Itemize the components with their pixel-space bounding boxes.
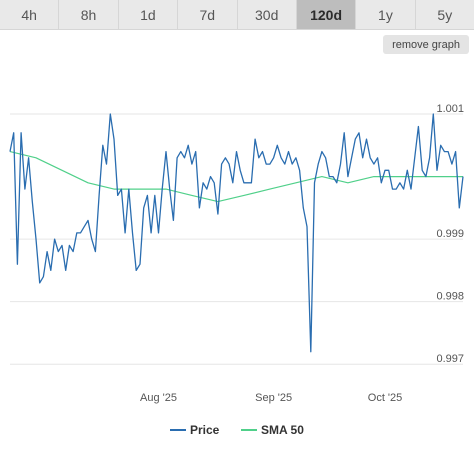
- x-axis: Aug '25 Sep '25 Oct '25: [140, 392, 402, 404]
- tab-1d[interactable]: 1d: [119, 0, 179, 29]
- sma-series-line: [9, 151, 463, 203]
- tab-30d[interactable]: 30d: [238, 0, 297, 29]
- tab-120d[interactable]: 120d: [296, 0, 357, 29]
- tab-7d[interactable]: 7d: [178, 0, 238, 29]
- grid-lines: [10, 113, 463, 365]
- x-tick-label: Aug '25: [140, 392, 177, 404]
- remove-graph-button[interactable]: remove graph: [383, 35, 469, 54]
- y-axis: 0.997 0.998 0.999 1.001: [436, 103, 464, 365]
- y-tick-label: 0.998: [436, 291, 464, 303]
- tab-5y[interactable]: 5y: [437, 6, 453, 23]
- tab-4h[interactable]: 4h: [0, 0, 60, 29]
- x-tick-label: Oct '25: [368, 392, 403, 404]
- timeframe-tabs: 4h 8h 1d 7d 30d 120d 1y 5y: [0, 0, 474, 30]
- y-tick-label: 0.999: [436, 228, 464, 240]
- y-tick-label: 1.001: [436, 103, 464, 115]
- legend-price-label: Price: [190, 423, 220, 437]
- legend[interactable]: Price SMA 50: [170, 423, 304, 437]
- tab-8h[interactable]: 8h: [59, 0, 119, 29]
- y-tick-label: 0.997: [436, 353, 464, 365]
- legend-sma-50-label: SMA 50: [261, 423, 304, 437]
- series-lines: [9, 113, 464, 353]
- x-tick-label: Sep '25: [255, 392, 292, 404]
- price-series-line: [9, 113, 464, 353]
- tab-1y[interactable]: 1y: [356, 0, 416, 29]
